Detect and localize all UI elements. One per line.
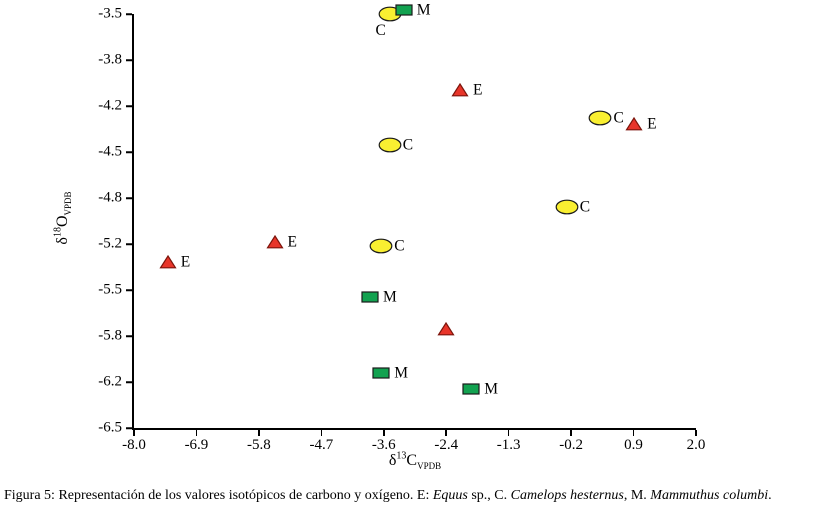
plot-area: -8.0 -6.9 -5.8 -4.7 -3.6 -2.4 -1.3 -0.2 0.9 2.0 -3…: [98, 2, 705, 453]
x-tick-label: -2.4: [434, 437, 459, 453]
y-tick-label: -4.5: [98, 143, 122, 160]
M-marker-square-icon: [395, 4, 413, 16]
E-marker-triangle-icon: [437, 321, 455, 336]
x-axis-label-subscript: VPDB: [417, 461, 442, 472]
E-marker-triangle-icon: [451, 82, 469, 97]
E-marker-triangle-icon: [159, 255, 177, 269]
y-tick-label: -5.5: [98, 281, 122, 298]
C-marker-ellipse-icon: [555, 199, 579, 215]
C-marker-ellipse-icon: [378, 137, 402, 153]
caption-species-mammuthus: Mammuthus columbi: [650, 488, 769, 503]
x-axis-tick: [632, 430, 635, 436]
y-tick-label: -4.2: [98, 97, 122, 114]
y-axis-tick: [126, 13, 132, 15]
y-axis-tick: [126, 335, 132, 337]
caption-text: sp., C.: [467, 488, 511, 503]
M-marker-square-icon: [361, 291, 379, 303]
x-axis-tick: [133, 430, 135, 436]
x-tick-label: -6.9: [184, 437, 209, 453]
x-axis-label-element: C: [406, 452, 418, 469]
point-label-E: E: [647, 115, 657, 133]
x-tick-label: -5.8: [247, 437, 271, 453]
point-label-C: C: [402, 136, 414, 154]
y-axis-tick: [126, 197, 132, 199]
y-axis-tick: [126, 59, 132, 61]
x-tick-label: -4.7: [309, 437, 334, 453]
x-axis-label-delta: δ: [388, 452, 397, 469]
y-axis-label-delta: δ: [54, 237, 71, 245]
C-marker-ellipse-icon: [369, 238, 393, 254]
y-axis-label: δ18OVPDB: [52, 191, 74, 245]
caption-species-camelops: Camelops hesternus: [510, 488, 624, 503]
y-tick-label: -3.8: [98, 51, 122, 68]
caption-text: Figura 5: Representación de los valores …: [4, 488, 433, 503]
x-tick-label: 0.9: [624, 437, 643, 453]
y-tick-label: -5.8: [98, 327, 122, 344]
y-axis-tick: [126, 381, 132, 383]
point-label-M: M: [383, 288, 397, 306]
figure-caption: Figura 5: Representación de los valores …: [4, 488, 838, 504]
point-label-M: M: [484, 380, 498, 398]
M-marker-square-icon: [462, 383, 480, 395]
y-axis-label-superscript: 18: [52, 227, 64, 238]
y-axis-tick: [126, 289, 132, 291]
caption-text: .: [768, 488, 772, 503]
E-marker-triangle-icon: [625, 117, 643, 131]
C-marker-ellipse-icon: [588, 110, 612, 126]
x-axis-tick: [320, 430, 323, 436]
x-axis-tick: [383, 430, 385, 436]
point-label-C: C: [613, 108, 624, 126]
y-axis-label-element: O: [54, 215, 71, 228]
point-label-M: M: [416, 1, 431, 19]
y-axis-tick: [126, 243, 132, 245]
caption-text: , M.: [623, 488, 651, 503]
M-marker-square-icon: [372, 367, 390, 379]
x-axis-tick: [570, 430, 572, 436]
point-label-E: E: [472, 81, 483, 99]
E-marker-triangle-icon: [265, 234, 284, 249]
point-label-C: C: [394, 237, 405, 255]
x-axis-tick: [507, 430, 510, 436]
y-tick-label: -4.8: [98, 189, 122, 206]
x-axis-label-superscript: 13: [396, 450, 407, 462]
point-label-C: C: [579, 198, 591, 216]
y-tick-label: -6.5: [98, 419, 122, 436]
x-tick-label: -1.3: [496, 437, 521, 453]
y-axis-tick: [126, 151, 132, 153]
point-label-M: M: [394, 364, 409, 382]
x-tick-label: 2.0: [686, 437, 706, 453]
y-tick-label: -5.2: [98, 235, 122, 252]
x-axis-tick: [258, 430, 260, 436]
y-axis-tick: [126, 105, 132, 107]
y-tick-label: -6.2: [98, 373, 122, 390]
x-tick-label: -8.0: [122, 437, 146, 453]
x-tick-label: -3.6: [371, 437, 396, 453]
x-axis-tick: [445, 430, 447, 436]
y-tick-label: -3.5: [98, 5, 122, 22]
x-tick-label: -0.2: [559, 437, 583, 453]
y-axis-tick: [126, 427, 132, 429]
point-label-C: C: [375, 22, 386, 39]
point-label-E: E: [180, 253, 191, 271]
x-axis-label: δ13CVPDB: [134, 450, 696, 472]
x-axis-tick: [195, 430, 198, 436]
point-label-E: E: [287, 232, 297, 250]
caption-species-equus: Equus: [432, 488, 468, 503]
x-axis-tick: [695, 430, 697, 436]
y-axis-label-subscript: VPDB: [63, 191, 74, 216]
